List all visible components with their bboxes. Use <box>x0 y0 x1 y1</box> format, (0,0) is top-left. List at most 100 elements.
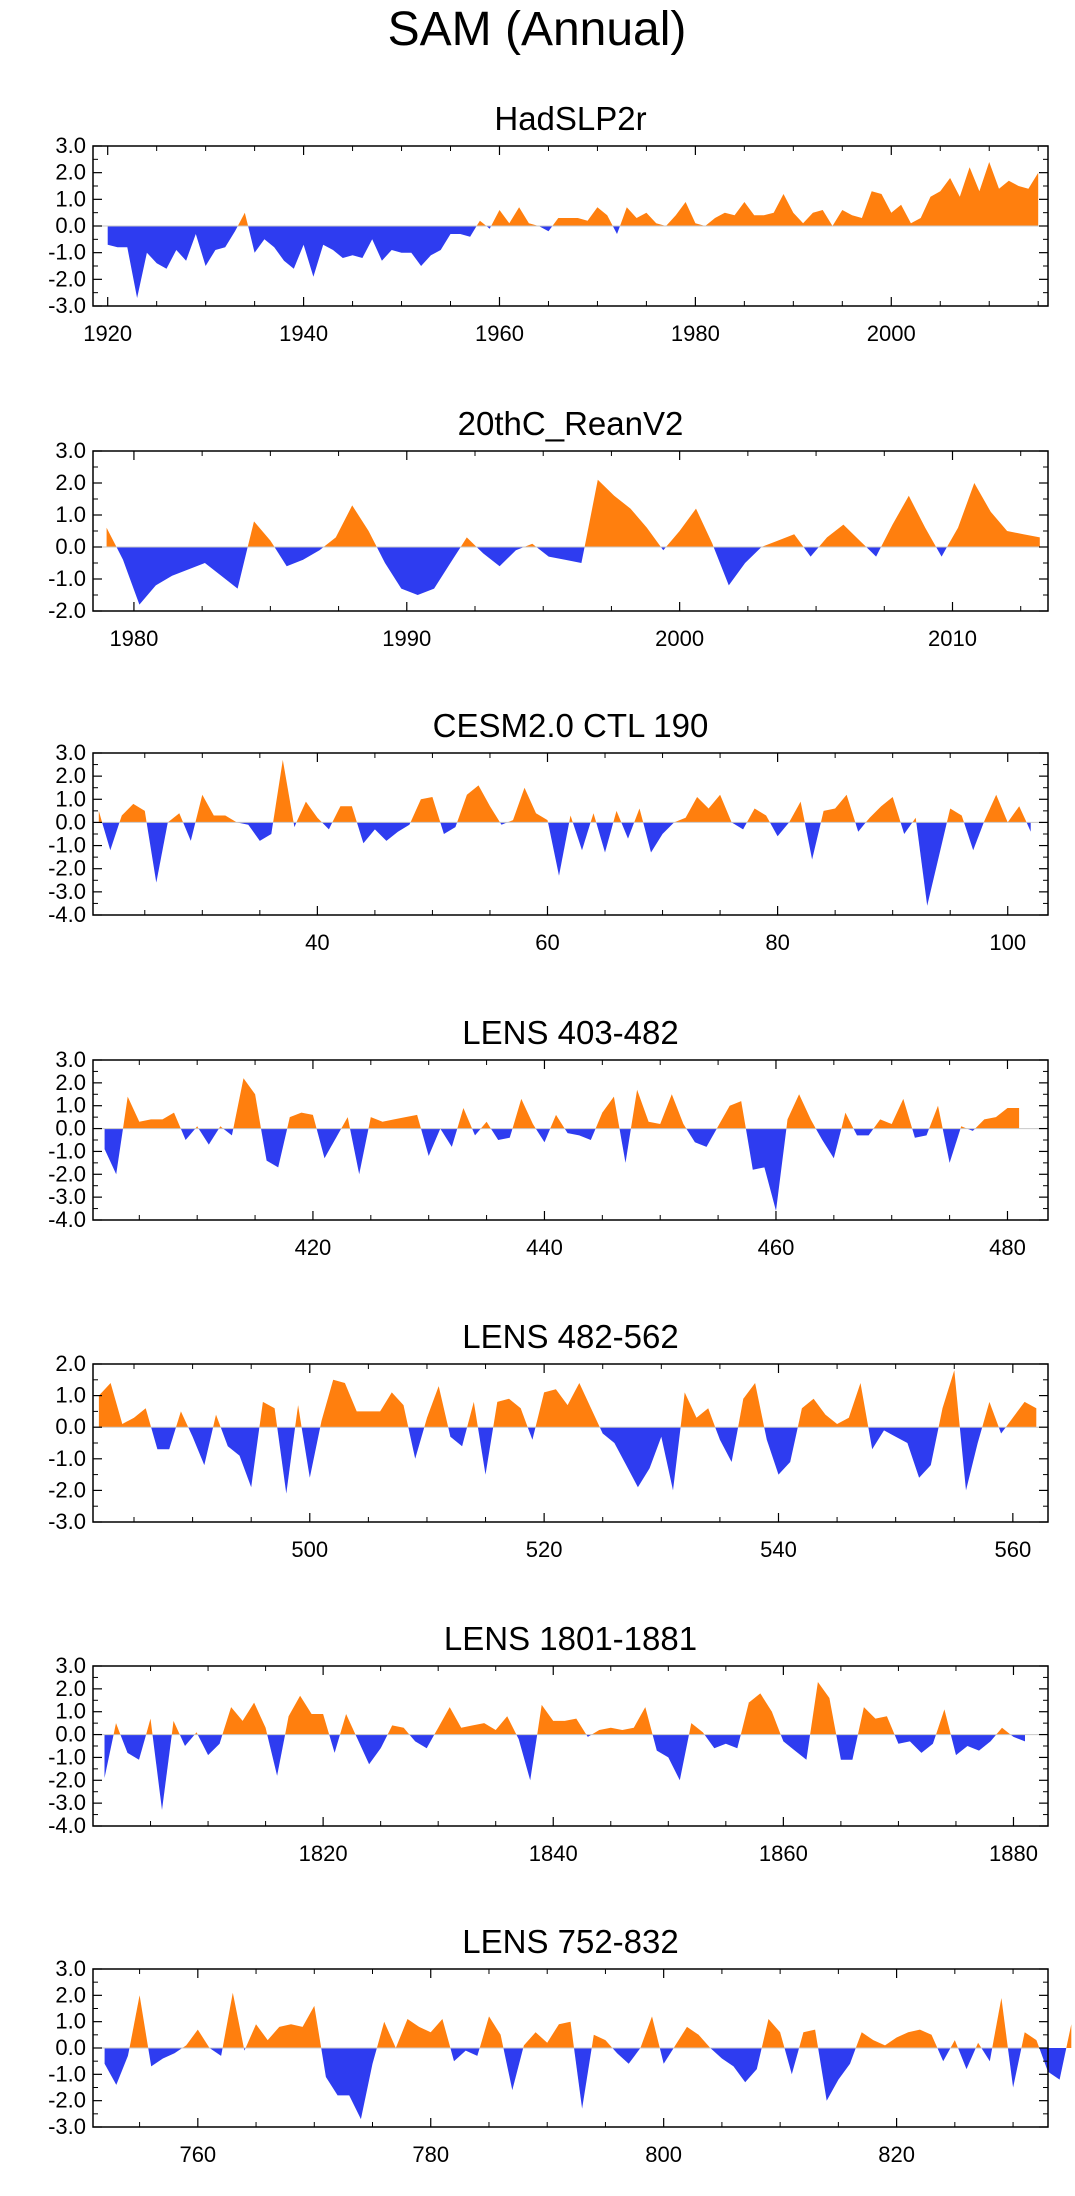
negative-area <box>612 226 620 234</box>
y-tick-label: -3.0 <box>48 1509 86 1534</box>
negative-area <box>355 1734 388 1765</box>
y-tick-label: -2.0 <box>48 266 86 291</box>
positive-area <box>106 527 117 547</box>
positive-area <box>975 2042 982 2048</box>
negative-area <box>440 822 458 834</box>
y-tick-label: 1.0 <box>55 1093 86 1118</box>
negative-area <box>104 1734 114 1778</box>
y-tick-label: -3.0 <box>48 293 86 318</box>
positive-area <box>387 1725 410 1735</box>
positive-area <box>936 1709 951 1735</box>
negative-area <box>853 1128 874 1136</box>
negative-area <box>804 822 821 860</box>
negative-area <box>243 2048 246 2051</box>
positive-area <box>996 1727 1011 1735</box>
positive-area <box>222 1702 268 1735</box>
x-tick-label: 1980 <box>109 626 158 651</box>
y-tick-label: -4.0 <box>48 1207 86 1232</box>
y-tick-label: 0.0 <box>55 2035 86 2060</box>
positive-area <box>460 537 477 547</box>
negative-area <box>1026 822 1031 832</box>
positive-area <box>761 2019 785 2048</box>
negative-area <box>572 822 591 851</box>
x-tick-label: 1990 <box>382 626 431 651</box>
x-tick-label: 1920 <box>83 321 132 346</box>
y-tick-label: -1.0 <box>48 1138 86 1163</box>
y-tick-label: -2.0 <box>48 1161 86 1186</box>
positive-area <box>680 1392 716 1428</box>
negative-area <box>964 822 984 851</box>
positive-area <box>912 817 917 823</box>
negative-area <box>916 822 947 906</box>
negative-area <box>548 822 570 876</box>
positive-area <box>113 1723 121 1735</box>
y-tick-label: 1.0 <box>55 186 86 211</box>
positive-area <box>479 2016 504 2048</box>
positive-area <box>591 2034 613 2048</box>
positive-area <box>340 1714 356 1735</box>
positive-area <box>424 1386 449 1428</box>
negative-area <box>472 1128 481 1136</box>
x-tick-label: 40 <box>305 930 329 955</box>
negative-area <box>152 1734 172 1810</box>
panel-6: LENS 1801-1881 3.02.01.00.0-1.0-2.0-3.0-4… <box>48 1620 1049 1866</box>
negative-area <box>220 1427 260 1488</box>
positive-area <box>797 1383 869 1428</box>
negative-area <box>1039 2048 1067 2080</box>
x-tick-label: 440 <box>526 1235 563 1260</box>
y-tick-label: 0.0 <box>55 534 86 559</box>
negative-area <box>912 1128 930 1138</box>
positive-area <box>1021 2032 1040 2048</box>
negative-area <box>277 1427 296 1494</box>
positive-area <box>865 797 901 823</box>
positive-area <box>873 1098 913 1129</box>
positive-area <box>247 521 275 547</box>
positive-area <box>799 2029 819 2048</box>
positive-area <box>820 794 856 823</box>
positive-area <box>119 803 147 823</box>
negative-area <box>535 1128 551 1143</box>
positive-area <box>810 1682 837 1735</box>
y-tick-label: -1.0 <box>48 1744 86 1769</box>
negative-area <box>942 1128 961 1163</box>
positive-area <box>467 1401 478 1428</box>
positive-area <box>746 808 770 823</box>
negative-area <box>148 2048 183 2067</box>
negative-area <box>713 547 762 586</box>
negative-area <box>894 1734 936 1753</box>
y-tick-label: -1.0 <box>48 566 86 591</box>
negative-area <box>274 547 324 567</box>
negative-area <box>107 226 238 298</box>
negative-area <box>146 822 168 883</box>
positive-area <box>552 207 613 226</box>
negative-area <box>538 226 553 232</box>
positive-area <box>376 2019 451 2048</box>
negative-area <box>321 2048 377 2120</box>
y-tick-label: 3.0 <box>55 438 86 463</box>
negative-area <box>450 2048 480 2062</box>
negative-area <box>322 822 333 830</box>
plot-frame <box>92 752 1049 916</box>
panel-title: CESM2.0 CTL 190 <box>433 707 709 744</box>
panel-3: CESM2.0 CTL 190 3.02.01.00.0-1.0-2.0-3.0-… <box>48 707 1049 955</box>
plot-frame <box>92 1665 1049 1827</box>
y-tick-label: 2.0 <box>55 763 86 788</box>
negative-area <box>409 1734 435 1749</box>
negative-area <box>998 1427 1006 1434</box>
positive-area <box>1066 2024 1072 2048</box>
negative-area <box>715 1427 739 1462</box>
positive-area <box>410 797 441 823</box>
x-tick-label: 460 <box>758 1235 795 1260</box>
positive-area <box>332 806 357 823</box>
negative-area <box>116 547 248 605</box>
x-tick-label: 100 <box>989 930 1026 955</box>
y-tick-label: -4.0 <box>48 902 86 927</box>
negative-area <box>527 1427 536 1440</box>
positive-area <box>273 759 294 823</box>
positive-area <box>480 1121 491 1129</box>
positive-area <box>194 1732 198 1735</box>
negative-area <box>981 2048 993 2062</box>
panel-2: 20thC_ReanV2 3.0 2.0 1.0 0.0 -1.0 -2.0 1980 1990… <box>48 405 1049 651</box>
